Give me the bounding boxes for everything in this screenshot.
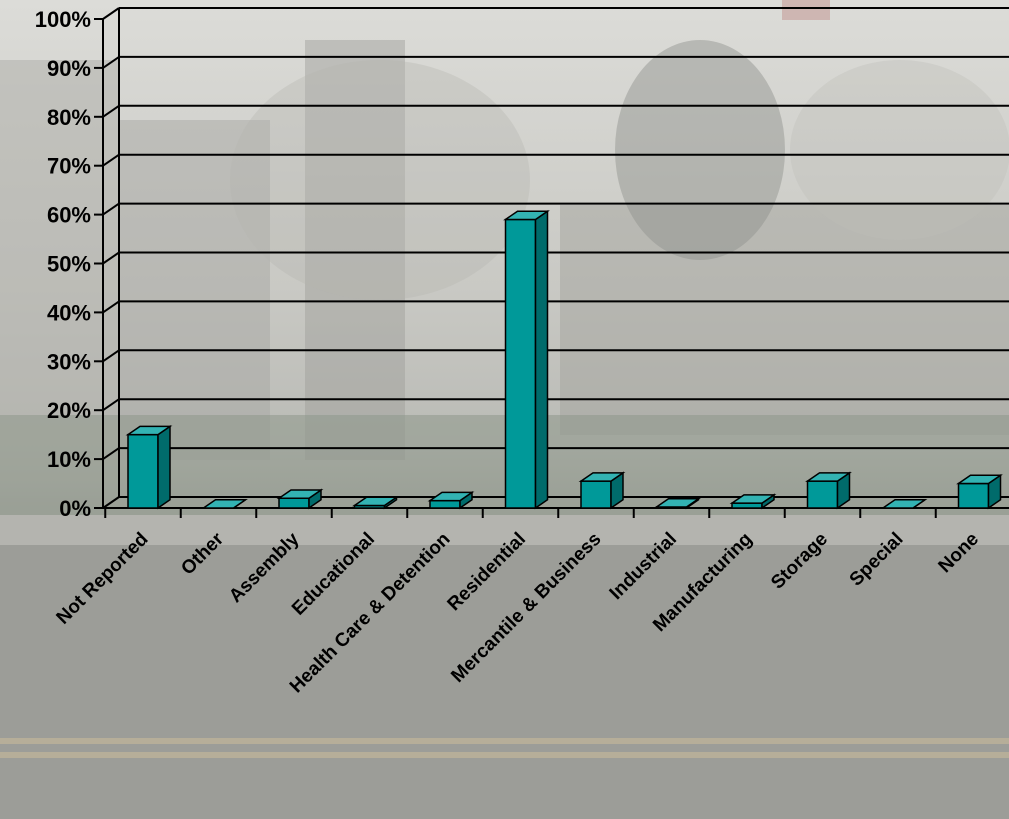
y-tick-label: 70%	[47, 154, 91, 179]
bars	[125, 209, 1003, 510]
gridline-depth	[102, 496, 120, 509]
bar	[578, 471, 626, 510]
gridline-depth	[102, 398, 120, 412]
gridline-depth	[102, 447, 120, 460]
x-category-label: Other	[177, 528, 228, 579]
bar	[880, 499, 928, 509]
bar	[201, 499, 248, 509]
bar	[427, 490, 475, 510]
bar	[352, 495, 399, 510]
gridline-depth	[102, 104, 120, 118]
bar	[125, 424, 173, 510]
y-tick-label: 90%	[47, 56, 91, 81]
x-category-label: Industrial	[606, 529, 681, 604]
y-tick-label: 20%	[47, 398, 91, 423]
gridline-depth	[102, 56, 120, 69]
axes	[94, 8, 1009, 518]
x-category-label: Special	[846, 529, 908, 591]
x-category-label: Storage	[767, 529, 832, 594]
bar	[805, 471, 852, 510]
bar	[956, 473, 1003, 510]
x-category-label: None	[935, 529, 983, 577]
y-tick-label: 80%	[47, 105, 91, 130]
y-tick-label: 40%	[47, 300, 91, 325]
gridlines	[102, 7, 1009, 509]
y-tick-label: 60%	[47, 203, 91, 228]
y-tick-label: 100%	[35, 7, 91, 32]
x-category-label: Assembly	[225, 528, 304, 607]
y-tick-label: 0%	[59, 496, 91, 521]
gridline-depth	[102, 251, 120, 265]
bar	[503, 209, 550, 510]
gridline-depth	[102, 300, 120, 314]
bar	[276, 488, 324, 510]
y-tick-label: 10%	[47, 447, 91, 472]
y-tick-label: 50%	[47, 252, 91, 277]
x-category-label: Mercantile & Business	[447, 529, 605, 687]
gridline-depth	[102, 349, 120, 363]
gridline-depth	[102, 202, 120, 216]
bar	[654, 497, 701, 510]
gridline-depth	[102, 7, 120, 20]
bar	[729, 493, 777, 510]
x-category-label: Health Care & Detention	[286, 529, 455, 698]
y-tick-label: 30%	[47, 349, 91, 374]
gridline-depth	[102, 153, 120, 167]
x-category-label: Not Reported	[53, 529, 153, 629]
